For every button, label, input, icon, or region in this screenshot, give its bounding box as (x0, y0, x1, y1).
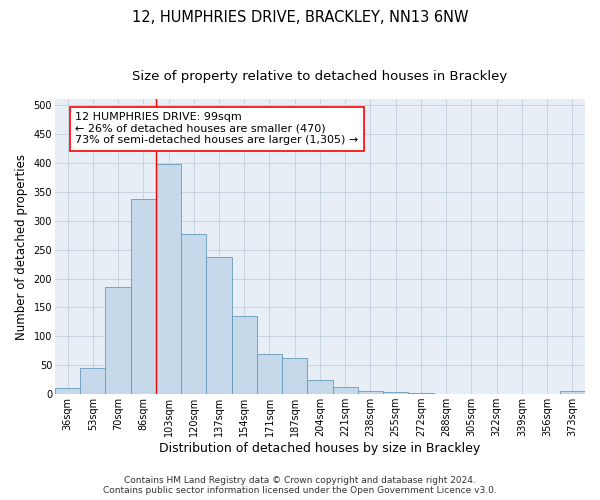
Bar (409, 393, 434, 394)
Title: Size of property relative to detached houses in Brackley: Size of property relative to detached ho… (133, 70, 508, 83)
Bar (383, 392, 409, 394)
Bar (80, 368, 106, 394)
Bar (55, 388, 80, 394)
X-axis label: Distribution of detached houses by size in Brackley: Distribution of detached houses by size … (160, 442, 481, 455)
Bar (282, 358, 307, 394)
Bar (307, 380, 332, 394)
Text: Contains HM Land Registry data © Crown copyright and database right 2024.
Contai: Contains HM Land Registry data © Crown c… (103, 476, 497, 495)
Bar (106, 288, 131, 394)
Y-axis label: Number of detached properties: Number of detached properties (15, 154, 28, 340)
Bar (156, 164, 181, 394)
Bar (181, 234, 206, 394)
Bar (560, 392, 585, 394)
Bar (332, 387, 358, 394)
Bar (206, 256, 232, 394)
Bar (358, 392, 383, 394)
Text: 12, HUMPHRIES DRIVE, BRACKLEY, NN13 6NW: 12, HUMPHRIES DRIVE, BRACKLEY, NN13 6NW (132, 10, 468, 25)
Text: 12 HUMPHRIES DRIVE: 99sqm
← 26% of detached houses are smaller (470)
73% of semi: 12 HUMPHRIES DRIVE: 99sqm ← 26% of detac… (75, 112, 358, 146)
Bar (232, 316, 257, 394)
Bar (257, 354, 282, 394)
Bar (131, 200, 156, 394)
